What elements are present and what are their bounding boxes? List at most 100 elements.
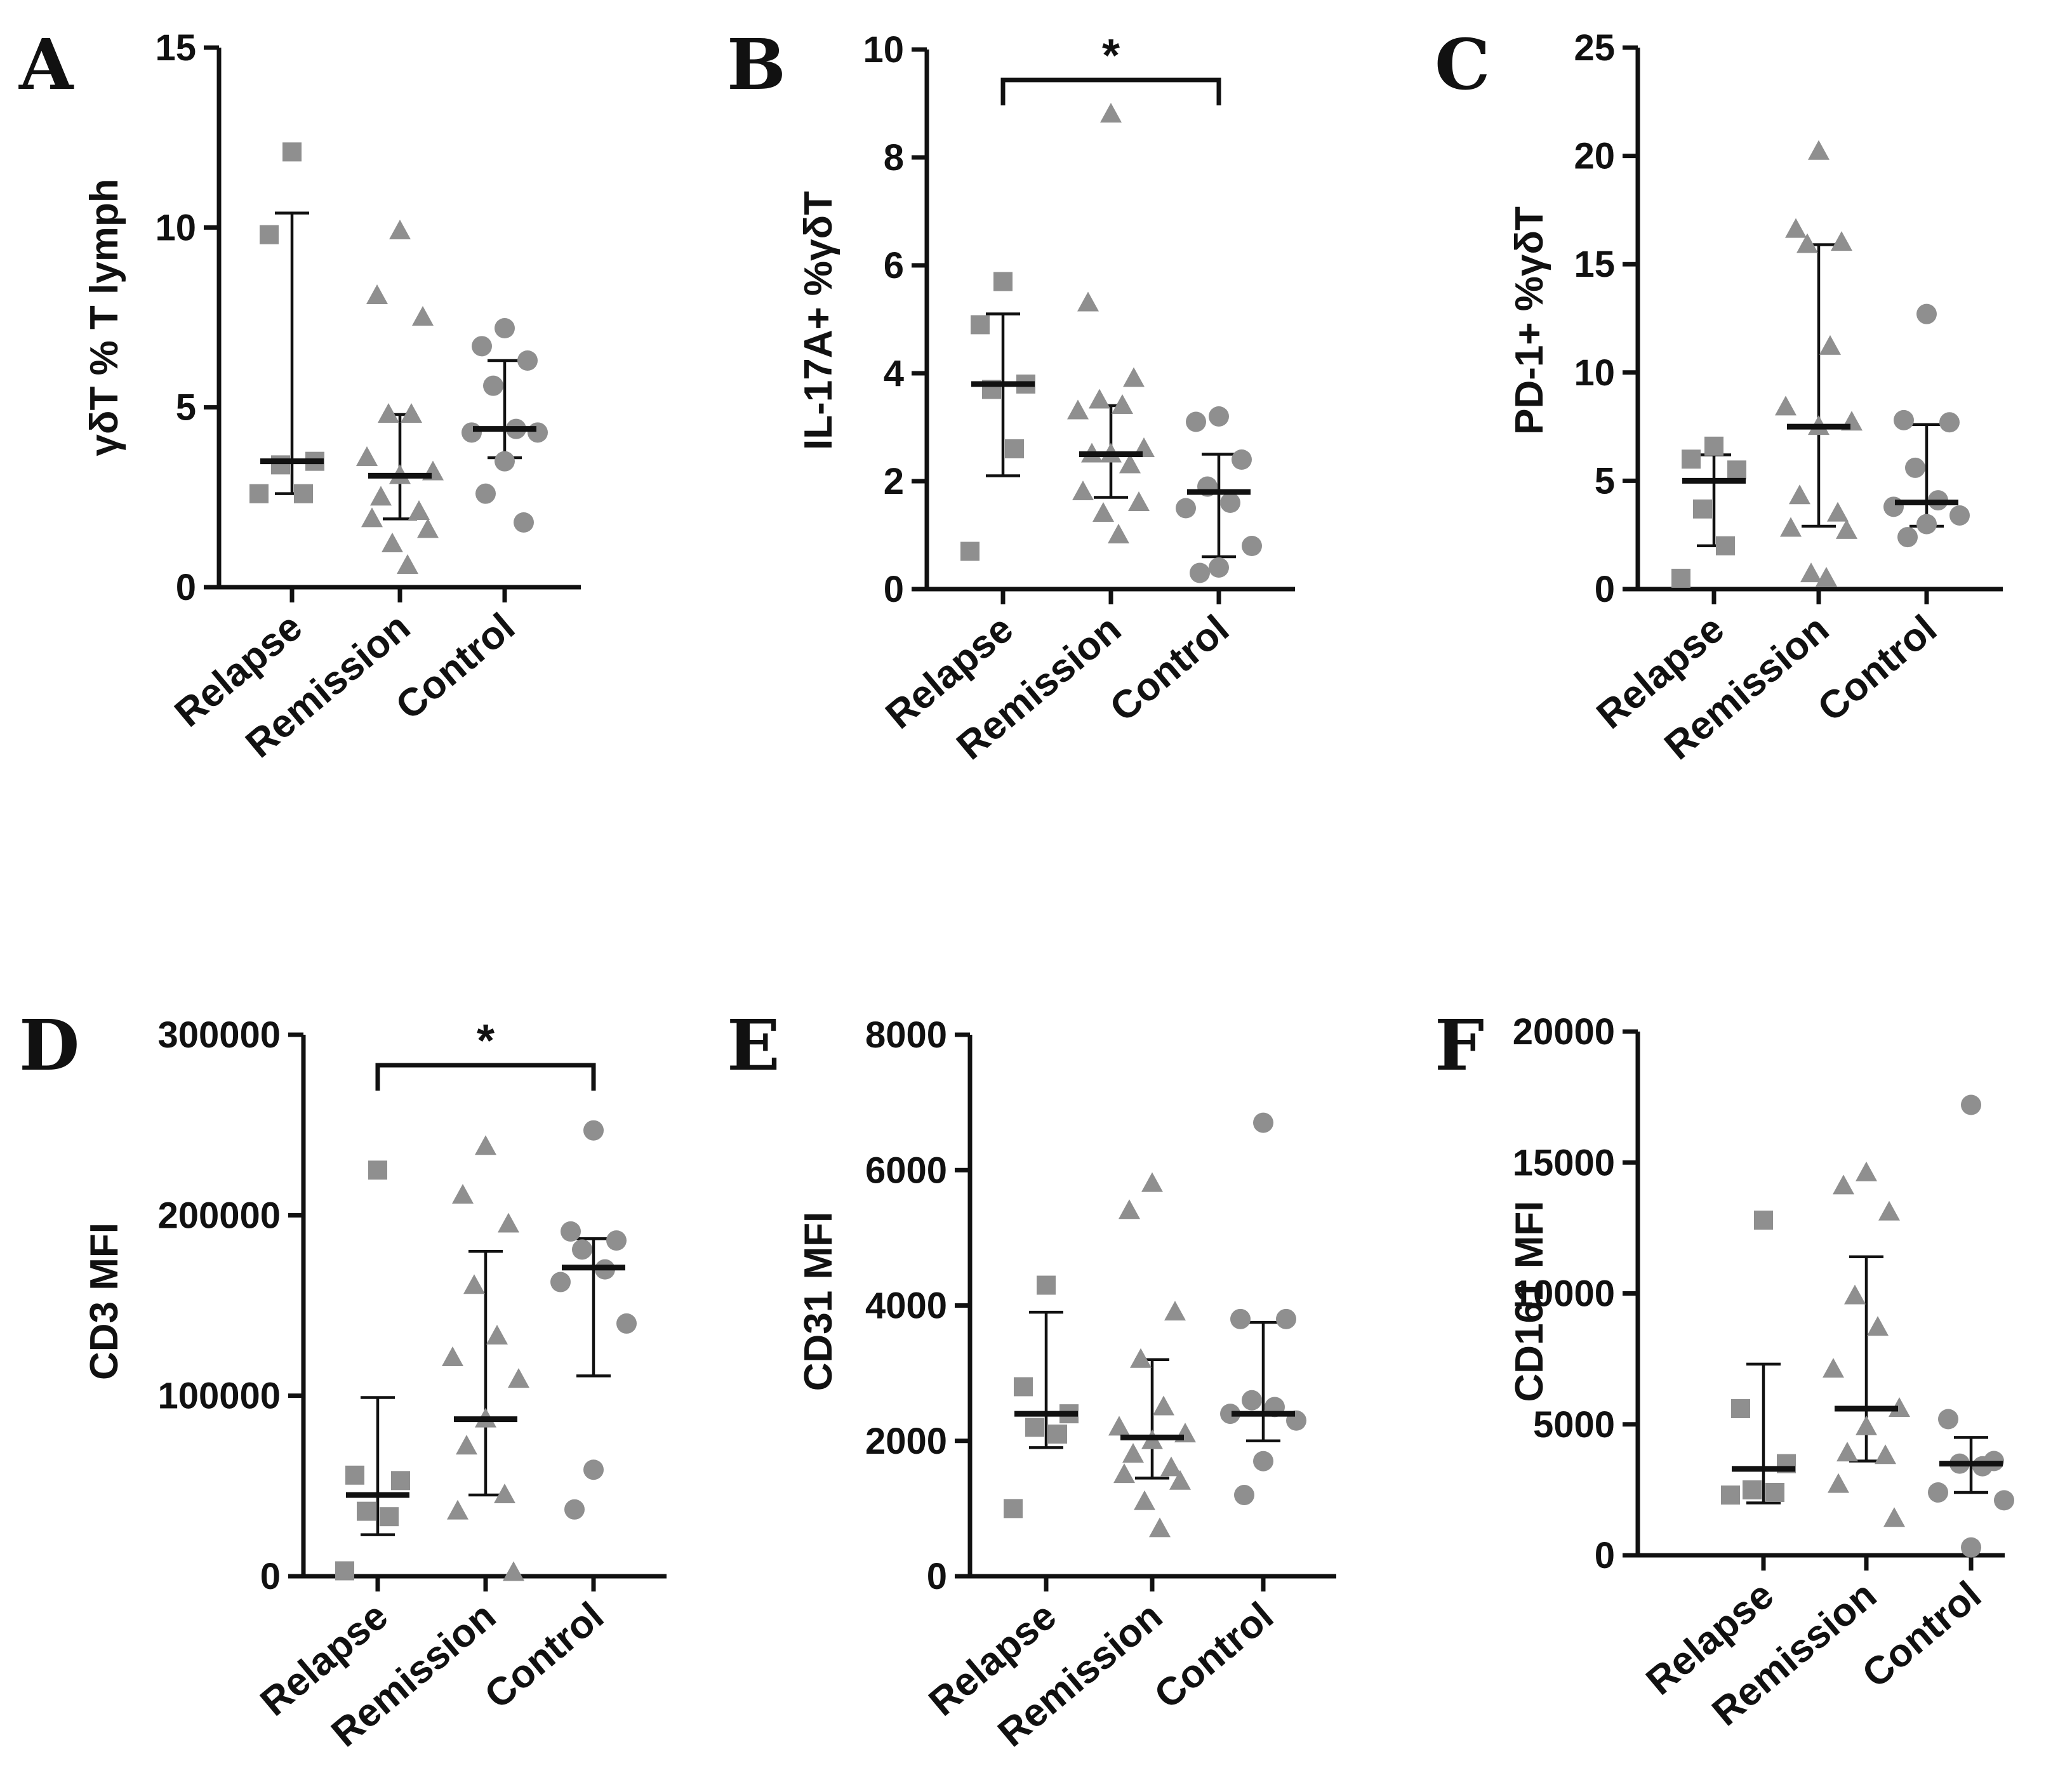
data-point-circle (462, 422, 482, 443)
data-point-triangle (1800, 562, 1822, 583)
y-tick-label-d: 100000 (157, 1376, 281, 1417)
data-point-circle (495, 451, 515, 472)
significance-star: * (477, 1016, 495, 1066)
data-point-square (1004, 1499, 1023, 1518)
data-point-circle (606, 1230, 627, 1251)
y-tick-label-e: 2000 (865, 1421, 947, 1462)
data-point-triangle (1089, 389, 1110, 409)
y-tick-label-e: 8000 (865, 1014, 947, 1056)
y-tick-label-a: 5 (176, 387, 196, 428)
data-point-circle (483, 375, 503, 396)
data-point-square (971, 315, 990, 335)
data-point-triangle (1875, 1444, 1896, 1465)
data-point-square (260, 225, 279, 244)
data-point-triangle (1878, 1200, 1900, 1221)
data-point-circle (1230, 1308, 1251, 1329)
data-point-triangle (1100, 103, 1122, 123)
data-point-square (1754, 1211, 1773, 1230)
y-tick-label-b: 0 (884, 569, 904, 610)
data-point-triangle (366, 284, 388, 304)
data-point-square (1693, 499, 1712, 519)
category-label-control: Control (1146, 1594, 1282, 1718)
data-point-square (993, 272, 1013, 291)
y-tick-label-b: 8 (884, 137, 904, 178)
data-point-triangle (1823, 1358, 1844, 1378)
data-point-triangle (503, 1561, 524, 1581)
data-point-square (271, 455, 290, 475)
data-point-circle (1190, 562, 1210, 583)
data-point-triangle (1122, 1443, 1144, 1463)
data-point-triangle (1856, 1415, 1877, 1435)
data-point-triangle (1836, 519, 1857, 539)
data-point-square (1037, 1275, 1056, 1295)
data-point-square (960, 541, 980, 561)
data-point-triangle (361, 507, 383, 528)
data-point-triangle (1867, 1316, 1889, 1336)
data-point-triangle (498, 1212, 519, 1233)
data-point-triangle (1067, 399, 1089, 420)
data-point-triangle (1153, 1395, 1174, 1416)
data-point-square (1704, 436, 1723, 456)
data-point-circle (472, 336, 492, 357)
data-point-triangle (1119, 453, 1141, 474)
data-point-triangle (456, 1435, 477, 1455)
data-point-circle (550, 1272, 571, 1292)
data-point-circle (1234, 1485, 1254, 1506)
data-point-circle (1242, 536, 1262, 556)
data-point-circle (514, 512, 534, 533)
y-axis-title-b: IL-17A+ %γδT (797, 191, 840, 450)
y-tick-label-f: 15000 (1513, 1142, 1615, 1183)
data-point-circle (1232, 449, 1252, 470)
category-label-control: Control (477, 1594, 612, 1718)
series-relapse (249, 142, 324, 503)
data-point-triangle (1775, 395, 1796, 416)
category-label-control: Control (1854, 1573, 1989, 1697)
data-point-circle (1949, 505, 1970, 526)
series-control (1220, 1112, 1306, 1506)
data-point-triangle (1134, 1490, 1155, 1510)
data-point-triangle (389, 220, 411, 239)
data-point-circle (1894, 409, 1914, 430)
data-point-circle (495, 318, 515, 338)
y-tick-label-f: 20000 (1513, 1011, 1615, 1053)
significance-bracket (375, 1063, 596, 1091)
data-point-triangle (1780, 517, 1802, 537)
data-point-square (1727, 460, 1746, 480)
data-point-triangle (1836, 1442, 1858, 1462)
data-point-square (357, 1501, 376, 1521)
panel-letter-d: D (19, 1004, 79, 1086)
data-point-square (282, 142, 302, 162)
series-relapse (1671, 436, 1746, 588)
panel-letter-b: B (727, 23, 786, 105)
series-relapse (1721, 1211, 1796, 1505)
data-point-circle (1938, 1409, 1958, 1430)
data-point-circle (1209, 557, 1229, 578)
data-point-square (1743, 1480, 1762, 1499)
series-control (1176, 406, 1262, 583)
data-point-triangle (447, 1499, 468, 1520)
data-point-triangle (494, 1484, 515, 1504)
y-axis-title-c: PD-1+ %γδT (1508, 206, 1551, 435)
data-point-triangle (1112, 394, 1133, 414)
series-control (462, 318, 548, 533)
data-point-triangle (452, 1184, 474, 1204)
data-point-square (1716, 536, 1735, 555)
data-point-circle (1916, 514, 1937, 535)
data-point-square (1014, 1377, 1033, 1397)
y-tick-label-f: 10000 (1513, 1273, 1615, 1315)
data-point-triangle (1889, 1397, 1910, 1417)
category-label-control: Control (1810, 607, 1945, 731)
data-point-circle (1905, 457, 1925, 478)
data-point-triangle (1789, 484, 1810, 505)
series-relapse (335, 1160, 410, 1581)
data-point-triangle (397, 554, 418, 574)
y-axis-title-d: CD3 MFI (83, 1223, 126, 1380)
data-point-triangle (1883, 1507, 1905, 1527)
data-point-square (1048, 1425, 1067, 1444)
y-tick-label-d: 0 (260, 1556, 281, 1597)
